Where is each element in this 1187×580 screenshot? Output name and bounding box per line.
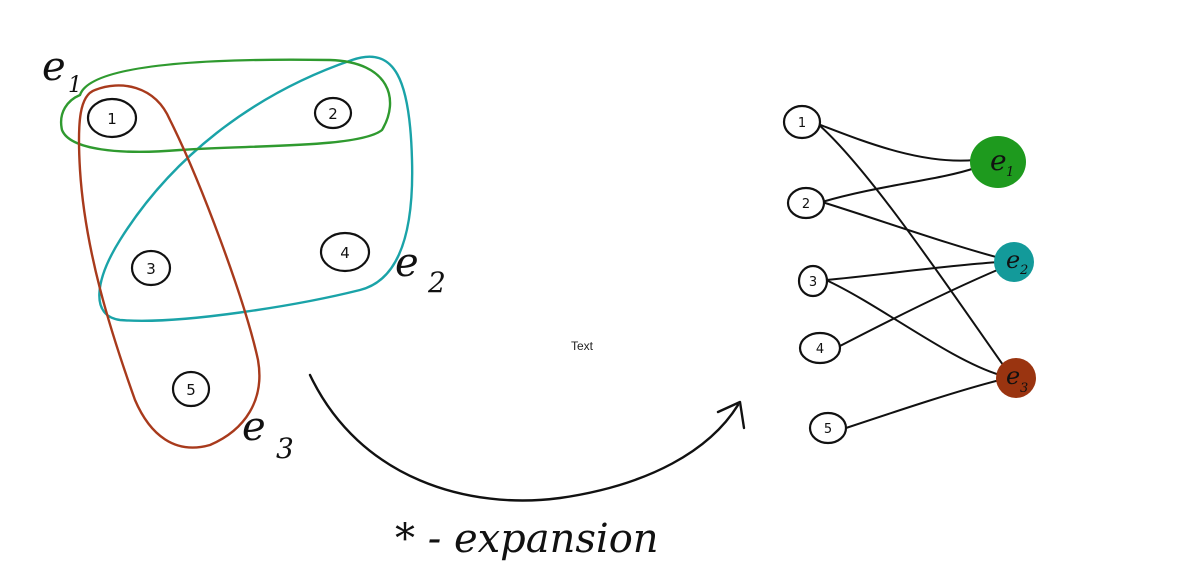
svg-text:4: 4 xyxy=(816,342,824,357)
expansion-arrow xyxy=(308,373,746,502)
svg-text:4: 4 xyxy=(340,244,350,262)
svg-text:3: 3 xyxy=(1020,381,1028,396)
hyperedge-e2-outline xyxy=(98,55,414,322)
svg-text:2: 2 xyxy=(1019,263,1028,278)
hypergraph: 1 2 3 4 5 e 1 e 2 e 3 xyxy=(42,44,446,465)
bp-edge-node-e2: e 2 xyxy=(994,242,1034,282)
link-2-e2 xyxy=(821,201,1001,259)
svg-text:2: 2 xyxy=(328,105,338,123)
bp-vertex-2: 2 xyxy=(786,186,826,220)
svg-text:e: e xyxy=(1006,246,1020,274)
svg-text:3: 3 xyxy=(276,432,294,465)
svg-text:1: 1 xyxy=(798,116,806,131)
link-3-e3 xyxy=(825,279,1001,376)
svg-text:2: 2 xyxy=(802,197,810,212)
hyperedge-e1-outline xyxy=(59,58,392,153)
hg-vertex-2: 2 xyxy=(313,96,353,130)
hg-vertex-4: 4 xyxy=(319,231,371,273)
svg-text:2: 2 xyxy=(427,266,446,299)
bp-vertex-1: 1 xyxy=(782,104,822,140)
hg-vertex-5: 5 xyxy=(171,370,211,408)
link-1-e3 xyxy=(817,123,1009,373)
hyperedge-e2-label: e 2 xyxy=(395,240,446,299)
bp-vertex-5: 5 xyxy=(808,411,848,445)
hyperedge-e1-label: e 1 xyxy=(42,44,82,98)
svg-text:e: e xyxy=(395,240,419,286)
svg-text:1: 1 xyxy=(1006,165,1014,180)
svg-text:1: 1 xyxy=(107,110,117,128)
svg-text:3: 3 xyxy=(146,260,156,278)
hg-vertex-1: 1 xyxy=(86,97,138,139)
link-5-e3 xyxy=(845,379,1001,429)
svg-text:5: 5 xyxy=(824,422,832,437)
svg-text:e: e xyxy=(990,144,1007,177)
link-2-e1 xyxy=(821,167,976,203)
bp-vertex-4: 4 xyxy=(798,331,842,365)
bp-edge-node-e1: e 1 xyxy=(970,136,1026,188)
bp-vertex-3: 3 xyxy=(797,264,829,298)
link-1-e1 xyxy=(817,123,976,162)
link-3-e2 xyxy=(825,261,1001,281)
caption: * - expansion xyxy=(395,516,659,562)
bipartite-links xyxy=(817,123,1009,429)
svg-text:e: e xyxy=(1006,362,1020,390)
svg-text:3: 3 xyxy=(809,275,817,290)
hg-vertex-3: 3 xyxy=(130,249,172,287)
center-text: Text xyxy=(571,339,594,353)
bp-edge-node-e3: e 3 xyxy=(996,358,1036,398)
bipartite-graph: 1 2 3 4 5 e 1 e 2 e xyxy=(782,104,1036,445)
svg-text:e: e xyxy=(242,404,266,450)
svg-text:5: 5 xyxy=(186,381,196,399)
svg-text:e: e xyxy=(42,44,66,90)
hyperedge-e3-outline xyxy=(77,84,261,449)
svg-text:1: 1 xyxy=(68,73,82,98)
link-4-e2 xyxy=(837,267,1003,348)
hyperedge-e3-label: e 3 xyxy=(242,404,294,465)
